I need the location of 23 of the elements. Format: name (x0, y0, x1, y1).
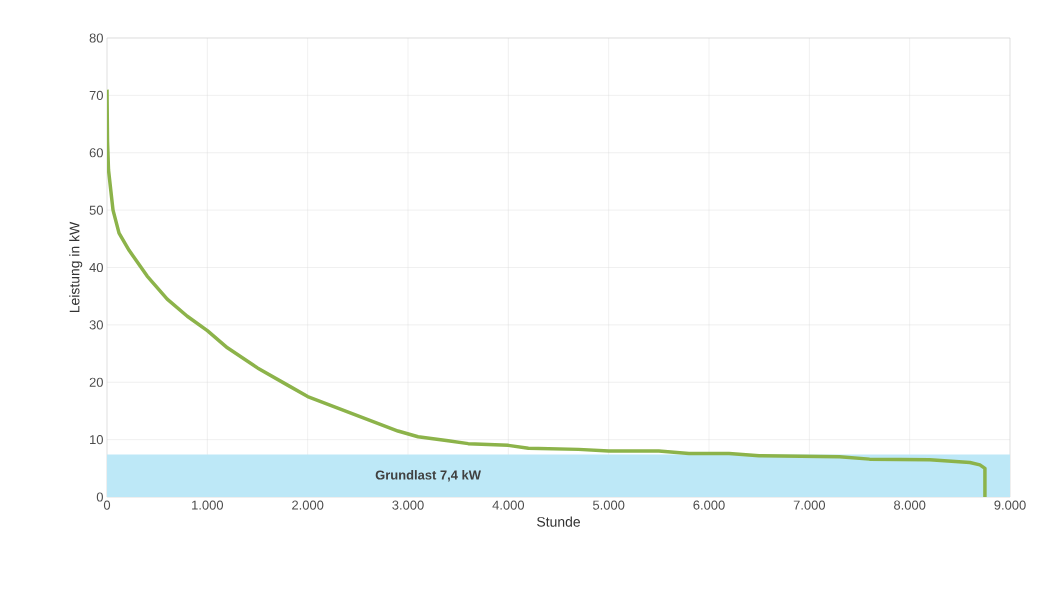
x-tick-label: 6.000 (693, 500, 725, 510)
y-tick-label: 60 (89, 148, 103, 158)
y-tick-label: 0 (96, 492, 103, 502)
x-tick-label: 4.000 (492, 500, 525, 510)
y-tick-label: 50 (89, 205, 103, 215)
x-tick-label: 0 (103, 500, 111, 510)
line-series (107, 87, 987, 497)
y-tick-label: 10 (90, 435, 103, 445)
y-tick-label: 20 (89, 377, 103, 387)
y-tick-label: 30 (89, 320, 103, 330)
y-axis-title: Leistung in kW (69, 221, 83, 313)
x-tick-label: 3.000 (392, 500, 424, 510)
y-tick-label: 70 (89, 90, 103, 100)
y-tick-label: 40 (89, 262, 103, 273)
x-tick-label: 2.000 (292, 500, 324, 510)
x-tick-label: 9.000 (994, 500, 1026, 510)
x-tick-label: 8.000 (894, 500, 926, 510)
x-tick-label: 7.000 (793, 500, 826, 510)
y-tick-label: 80 (89, 33, 103, 43)
band-label: Grundlast 7,4 kW (375, 470, 481, 482)
x-tick-label: 5.000 (592, 500, 625, 510)
x-tick-label: 1.000 (192, 500, 224, 510)
x-axis-title: Stunde (537, 516, 580, 527)
